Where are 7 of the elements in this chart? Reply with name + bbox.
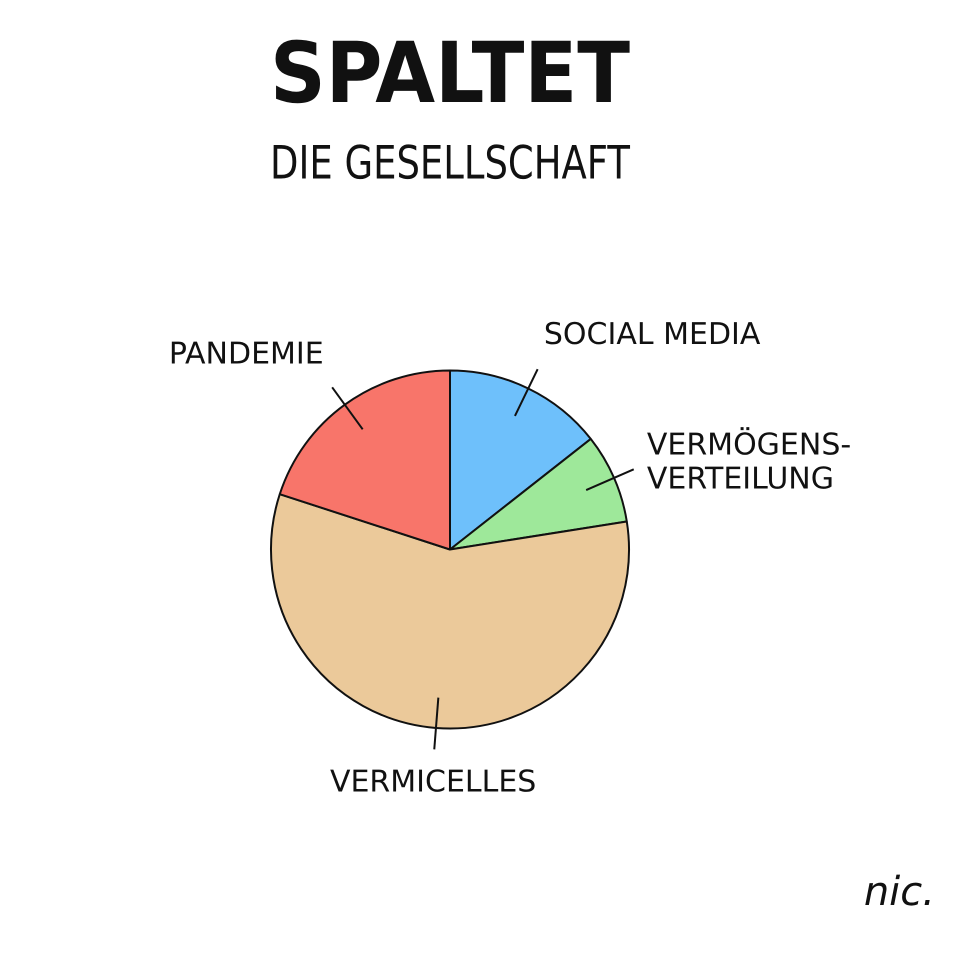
slice-label: VERMICELLES <box>330 764 536 800</box>
chart-title: SPALTET <box>270 25 630 124</box>
slice-label: VERMÖGENS-VERTEILUNG <box>646 426 852 496</box>
slice-label: SOCIAL MEDIA <box>544 317 761 352</box>
chart-subtitle: DIE GESELLSCHAFT <box>270 135 630 190</box>
text: nic. <box>864 869 935 915</box>
slice-label: PANDEMIE <box>168 336 324 372</box>
